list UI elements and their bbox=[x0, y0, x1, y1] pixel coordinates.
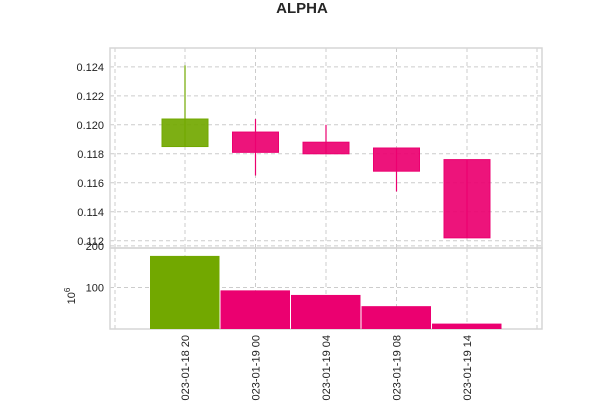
volume-bar bbox=[432, 323, 502, 329]
candle bbox=[443, 159, 491, 239]
candles bbox=[161, 65, 491, 239]
price-axis: 0.112 0.114 0.116 0.118 0.120 0.122 0.124 bbox=[76, 62, 104, 248]
candle-body bbox=[302, 141, 350, 155]
volume-axis-label: 106 bbox=[63, 287, 78, 304]
price-tick-label: 0.116 bbox=[77, 178, 104, 190]
x-tick-label: 023-01-19 08 bbox=[392, 335, 404, 400]
volume-bar bbox=[291, 294, 361, 329]
price-tick-label: 0.118 bbox=[77, 149, 104, 161]
candle-body bbox=[443, 159, 491, 239]
candle bbox=[302, 124, 350, 155]
price-tick-label: 0.120 bbox=[76, 120, 104, 132]
volume-bar bbox=[220, 290, 290, 329]
candle bbox=[161, 65, 209, 148]
candle bbox=[232, 119, 279, 176]
volume-tick-label: 200 bbox=[86, 241, 104, 253]
volume-bar bbox=[361, 306, 431, 329]
volume-axis: 100 200 bbox=[86, 241, 104, 295]
candle-body bbox=[232, 131, 279, 153]
x-tick-label: 023-01-19 14 bbox=[462, 335, 474, 400]
chart-title: ALPHA bbox=[276, 0, 328, 17]
price-tick-label: 0.112 bbox=[77, 236, 104, 248]
price-tick-label: 0.124 bbox=[76, 62, 104, 74]
x-tick-label: 023-01-19 00 bbox=[251, 335, 263, 400]
x-tick-label: 023-01-19 04 bbox=[321, 335, 333, 400]
price-panel: 0.112 0.114 0.116 0.118 0.120 0.122 0.124 bbox=[76, 47, 543, 249]
x-axis: 023-01-18 20 023-01-19 00 023-01-19 04 023-… bbox=[180, 335, 474, 400]
volume-bars bbox=[150, 255, 502, 329]
price-tick-label: 0.114 bbox=[77, 207, 104, 219]
candle bbox=[373, 147, 420, 192]
volume-panel: 100 200 106 bbox=[63, 241, 543, 330]
x-tick-label: 023-01-18 20 bbox=[180, 335, 192, 400]
volume-bar bbox=[150, 255, 220, 329]
volume-tick-label: 100 bbox=[86, 282, 104, 294]
candle-body bbox=[373, 147, 420, 172]
price-tick-label: 0.122 bbox=[76, 91, 104, 103]
candle-body bbox=[161, 118, 209, 148]
